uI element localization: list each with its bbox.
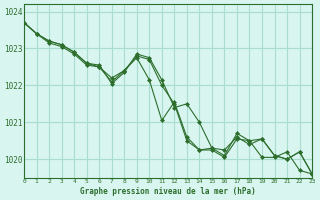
X-axis label: Graphe pression niveau de la mer (hPa): Graphe pression niveau de la mer (hPa) — [80, 187, 256, 196]
